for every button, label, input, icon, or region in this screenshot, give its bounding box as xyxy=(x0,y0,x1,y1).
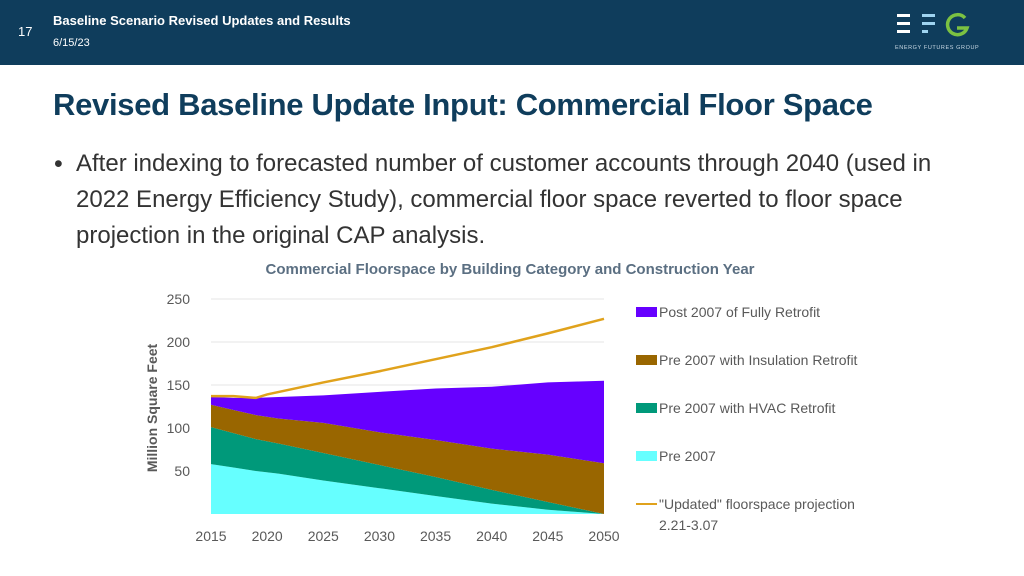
efg-logo: ENERGY FUTURES GROUP xyxy=(895,12,980,56)
x-tick-label: 2015 xyxy=(195,528,226,544)
logo-subtitle: ENERGY FUTURES GROUP xyxy=(895,45,980,51)
y-tick-label: 100 xyxy=(167,420,191,436)
legend-label: Post 2007 of Fully Retrofit xyxy=(659,304,821,320)
legend-label: Pre 2007 with HVAC Retrofit xyxy=(659,400,836,416)
x-tick-label: 2040 xyxy=(476,528,507,544)
x-tick-label: 2030 xyxy=(364,528,395,544)
x-tick-label: 2045 xyxy=(532,528,563,544)
legend-label: Pre 2007 with Insulation Retrofit xyxy=(659,352,858,368)
chart-title: Commercial Floorspace by Building Catego… xyxy=(265,261,755,278)
legend-swatch xyxy=(636,403,657,413)
page-title: Revised Baseline Update Input: Commercia… xyxy=(53,87,873,122)
y-tick-label: 150 xyxy=(167,377,191,393)
x-tick-label: 2050 xyxy=(588,528,619,544)
bullet-text: After indexing to forecasted number of c… xyxy=(76,150,932,249)
y-tick-label: 50 xyxy=(174,463,190,479)
header-date: 6/15/23 xyxy=(53,37,90,49)
y-tick-label: 250 xyxy=(167,291,191,307)
header-bar: 17 Baseline Scenario Revised Updates and… xyxy=(0,0,1024,65)
y-tick-label: 200 xyxy=(167,334,191,350)
x-tick-label: 2035 xyxy=(420,528,451,544)
legend-label: "Updated" floorspace projection xyxy=(659,496,855,512)
legend-line-swatch xyxy=(636,503,657,505)
legend-swatch xyxy=(636,451,657,461)
legend-swatch xyxy=(636,355,657,365)
area-pre-2007 xyxy=(211,464,604,514)
x-tick-label: 2025 xyxy=(308,528,339,544)
y-axis-label: Million Square Feet xyxy=(144,343,160,472)
x-tick-label: 2020 xyxy=(252,528,283,544)
header-title: Baseline Scenario Revised Updates and Re… xyxy=(53,13,351,28)
legend-label: Pre 2007 xyxy=(659,448,716,464)
area-post-2007 xyxy=(211,380,604,464)
legend-swatch xyxy=(636,307,657,317)
slide-number: 17 xyxy=(18,24,33,39)
area-insulation-retrofit xyxy=(211,404,604,514)
area-hvac-retrofit xyxy=(211,427,604,514)
legend-label-line2: 2.21-3.07 xyxy=(659,517,719,533)
bullet-marker: • xyxy=(54,150,63,178)
efg-logo-mark xyxy=(897,12,970,37)
updated-projection-line xyxy=(211,317,605,400)
